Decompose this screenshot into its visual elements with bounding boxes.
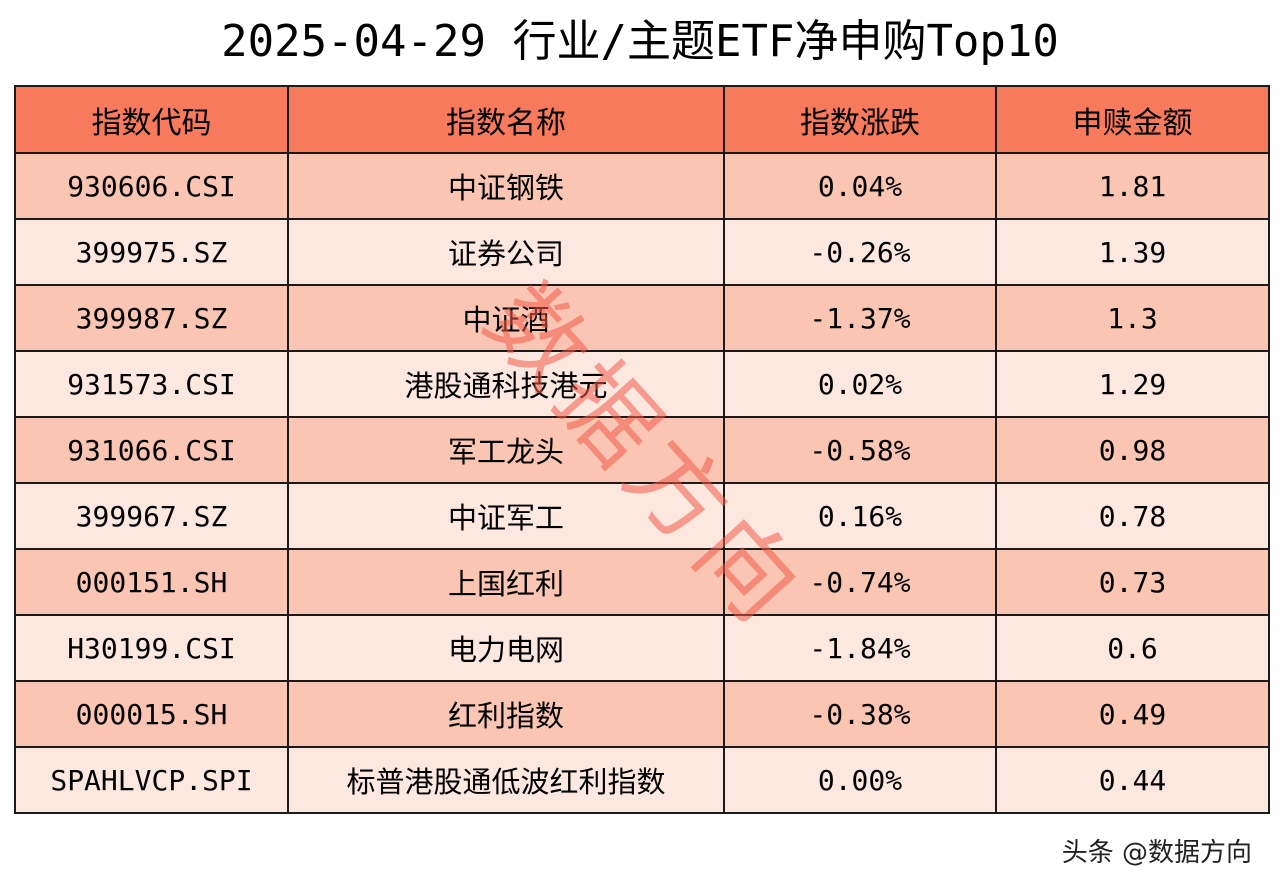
cell-index-name: 标普港股通低波红利指数	[287, 746, 725, 814]
cell-index-name: 上国红利	[287, 548, 725, 616]
cell-amount: 0.73	[995, 548, 1270, 616]
cell-index-change: 0.04%	[723, 152, 997, 220]
cell-index-change: -0.58%	[723, 416, 997, 484]
cell-index-name: 证券公司	[287, 218, 725, 286]
cell-amount: 0.44	[995, 746, 1270, 814]
cell-index-name: 中证军工	[287, 482, 725, 550]
header-index-name: 指数名称	[287, 85, 725, 154]
cell-index-name: 电力电网	[287, 614, 725, 682]
header-index-change: 指数涨跌	[723, 85, 997, 154]
cell-index-code: H30199.CSI	[14, 614, 289, 682]
table-header-row: 指数代码 指数名称 指数涨跌 申赎金额	[14, 85, 1270, 154]
cell-amount: 1.39	[995, 218, 1270, 286]
cell-index-name: 红利指数	[287, 680, 725, 748]
cell-index-change: -0.74%	[723, 548, 997, 616]
etf-table: 指数代码 指数名称 指数涨跌 申赎金额 930606.CSI 中证钢铁 0.04…	[14, 85, 1270, 814]
page-title: 2025-04-29 行业/主题ETF净申购Top10	[221, 16, 1059, 67]
cell-amount: 1.81	[995, 152, 1270, 220]
cell-amount: 0.49	[995, 680, 1270, 748]
cell-index-name: 军工龙头	[287, 416, 725, 484]
cell-amount: 1.29	[995, 350, 1270, 418]
footer-credit: 头条 @数据方向	[1061, 838, 1252, 868]
table-row: 000151.SH 上国红利 -0.74% 0.73	[14, 548, 1270, 616]
cell-index-change: -1.37%	[723, 284, 997, 352]
cell-index-name: 中证酒	[287, 284, 725, 352]
table-row: SPAHLVCP.SPI 标普港股通低波红利指数 0.00% 0.44	[14, 746, 1270, 814]
table-row: 399975.SZ 证券公司 -0.26% 1.39	[14, 218, 1270, 286]
cell-amount: 1.3	[995, 284, 1270, 352]
cell-index-code: 931573.CSI	[14, 350, 289, 418]
cell-index-name: 中证钢铁	[287, 152, 725, 220]
cell-index-code: 399975.SZ	[14, 218, 289, 286]
table-row: 399987.SZ 中证酒 -1.37% 1.3	[14, 284, 1270, 352]
cell-index-code: 931066.CSI	[14, 416, 289, 484]
table-row: H30199.CSI 电力电网 -1.84% 0.6	[14, 614, 1270, 682]
table-row: 399967.SZ 中证军工 0.16% 0.78	[14, 482, 1270, 550]
cell-index-code: 000015.SH	[14, 680, 289, 748]
table-row: 000015.SH 红利指数 -0.38% 0.49	[14, 680, 1270, 748]
cell-index-change: -1.84%	[723, 614, 997, 682]
cell-index-code: 930606.CSI	[14, 152, 289, 220]
header-index-code: 指数代码	[14, 85, 289, 154]
cell-index-change: -0.26%	[723, 218, 997, 286]
cell-index-change: 0.02%	[723, 350, 997, 418]
cell-index-name: 港股通科技港元	[287, 350, 725, 418]
cell-index-change: 0.00%	[723, 746, 997, 814]
table-row: 930606.CSI 中证钢铁 0.04% 1.81	[14, 152, 1270, 220]
cell-index-code: SPAHLVCP.SPI	[14, 746, 289, 814]
table-row: 931573.CSI 港股通科技港元 0.02% 1.29	[14, 350, 1270, 418]
cell-index-change: -0.38%	[723, 680, 997, 748]
cell-amount: 0.6	[995, 614, 1270, 682]
cell-index-code: 000151.SH	[14, 548, 289, 616]
cell-index-change: 0.16%	[723, 482, 997, 550]
cell-amount: 0.98	[995, 416, 1270, 484]
cell-amount: 0.78	[995, 482, 1270, 550]
cell-index-code: 399967.SZ	[14, 482, 289, 550]
table-row: 931066.CSI 军工龙头 -0.58% 0.98	[14, 416, 1270, 484]
header-subscription-amount: 申赎金额	[995, 85, 1270, 154]
cell-index-code: 399987.SZ	[14, 284, 289, 352]
